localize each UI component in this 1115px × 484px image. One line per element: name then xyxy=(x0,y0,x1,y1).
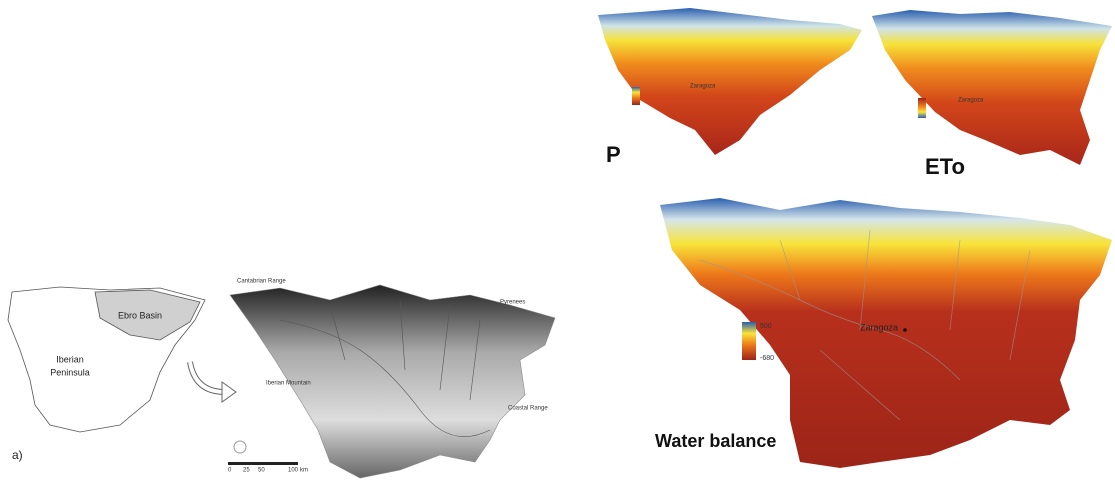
panel-label: a) xyxy=(12,448,23,462)
city-label: Zaragoza xyxy=(958,98,984,104)
range-label: Coastal Range xyxy=(508,406,548,412)
range-label: Iberian Mountain xyxy=(266,381,311,387)
range-label: Pyrenees xyxy=(500,300,525,306)
water-balance-map xyxy=(660,198,1112,468)
map-title: Water balance xyxy=(655,431,776,451)
scale-tick: 0 xyxy=(228,468,232,474)
arrow-head xyxy=(222,382,236,402)
scale-tick: 100 xyxy=(288,468,299,474)
range-label: Cantabrian Range xyxy=(237,279,286,285)
map-title: ETo xyxy=(925,154,965,179)
legend-bar xyxy=(742,322,756,360)
peninsula-label: Iberian xyxy=(56,354,84,364)
city-label: Zaragoza xyxy=(690,84,716,90)
scale-tick: 25 xyxy=(243,468,250,474)
peninsula-label: Peninsula xyxy=(50,367,90,377)
basin-label: Ebro Basin xyxy=(118,310,162,320)
map-title: P xyxy=(606,142,621,167)
scale-bar xyxy=(228,462,298,465)
city-marker xyxy=(903,328,907,332)
north-arrow xyxy=(234,441,246,453)
arrow xyxy=(190,362,225,392)
p-map xyxy=(598,8,862,155)
city-label: Zaragoza xyxy=(860,322,898,332)
legend-bar xyxy=(918,98,926,118)
legend-bar xyxy=(632,87,640,105)
legend-label: -680 xyxy=(760,355,774,362)
figure: Ebro Basin Iberian Peninsula a) Cantabri… xyxy=(0,0,1115,484)
scale-tick: 50 xyxy=(258,468,265,474)
eto-map xyxy=(872,10,1112,165)
scale-tick: km xyxy=(300,468,308,474)
legend-label: 500 xyxy=(760,323,772,330)
